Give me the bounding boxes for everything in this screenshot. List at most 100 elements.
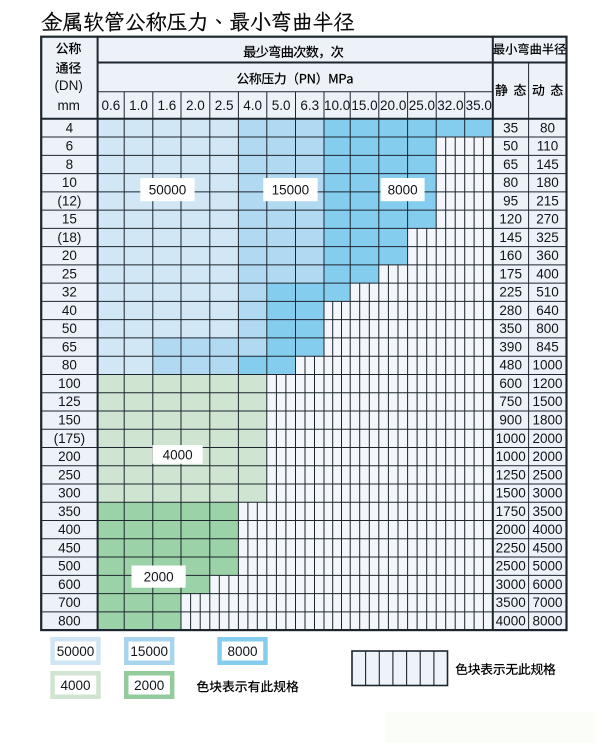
svg-text:25: 25 xyxy=(62,266,77,281)
svg-text:180: 180 xyxy=(536,175,559,190)
svg-text:80: 80 xyxy=(540,120,555,135)
svg-text:80: 80 xyxy=(503,175,518,190)
svg-text:800: 800 xyxy=(536,321,559,336)
svg-text:390: 390 xyxy=(499,339,522,354)
svg-text:400: 400 xyxy=(58,522,81,537)
svg-text:2000: 2000 xyxy=(496,522,526,537)
svg-text:35.0: 35.0 xyxy=(466,98,492,113)
svg-text:4: 4 xyxy=(66,120,74,135)
svg-text:270: 270 xyxy=(536,212,559,227)
svg-text:600: 600 xyxy=(58,577,81,592)
svg-text:15.0: 15.0 xyxy=(351,98,377,113)
svg-text:100: 100 xyxy=(58,376,81,391)
svg-text:1800: 1800 xyxy=(532,413,562,428)
svg-text:1.0: 1.0 xyxy=(129,98,148,113)
svg-text:6000: 6000 xyxy=(532,577,562,592)
svg-text:25.0: 25.0 xyxy=(409,98,435,113)
svg-text:35: 35 xyxy=(503,120,518,135)
svg-text:2500: 2500 xyxy=(496,559,526,574)
svg-text:500: 500 xyxy=(58,559,81,574)
svg-text:215: 215 xyxy=(536,193,559,208)
svg-text:280: 280 xyxy=(499,303,522,318)
svg-text:300: 300 xyxy=(58,486,81,501)
svg-text:110: 110 xyxy=(537,139,559,154)
svg-text:600: 600 xyxy=(499,376,522,391)
svg-text:4000: 4000 xyxy=(496,613,526,628)
svg-text:mm: mm xyxy=(57,98,80,113)
svg-text:2.5: 2.5 xyxy=(215,98,234,113)
svg-text:50000: 50000 xyxy=(149,182,187,197)
svg-text:1500: 1500 xyxy=(496,486,526,501)
svg-text:95: 95 xyxy=(503,193,518,208)
svg-text:225: 225 xyxy=(499,285,522,300)
svg-text:5000: 5000 xyxy=(532,559,562,574)
svg-text:3500: 3500 xyxy=(496,595,526,610)
svg-text:15: 15 xyxy=(62,212,77,227)
svg-text:2.0: 2.0 xyxy=(186,98,205,113)
svg-text:2000: 2000 xyxy=(144,569,174,584)
svg-text:480: 480 xyxy=(499,358,522,373)
svg-text:2000: 2000 xyxy=(532,431,562,446)
svg-text:0.6: 0.6 xyxy=(102,98,121,113)
svg-text:120: 120 xyxy=(499,212,522,227)
svg-text:1000: 1000 xyxy=(496,431,526,446)
svg-text:700: 700 xyxy=(58,595,81,610)
svg-text:250: 250 xyxy=(58,467,81,482)
svg-text:32.0: 32.0 xyxy=(437,98,463,113)
svg-text:1.6: 1.6 xyxy=(158,98,177,113)
svg-text:80: 80 xyxy=(62,358,77,373)
svg-text:50: 50 xyxy=(503,139,518,154)
svg-text:1000: 1000 xyxy=(496,449,526,464)
svg-text:(12): (12) xyxy=(57,193,81,208)
svg-text:450: 450 xyxy=(58,540,81,555)
svg-text:20.0: 20.0 xyxy=(380,98,406,113)
svg-text:200: 200 xyxy=(58,449,81,464)
svg-text:4.0: 4.0 xyxy=(243,98,262,113)
svg-text:(18): (18) xyxy=(57,230,81,245)
svg-text:4500: 4500 xyxy=(532,540,562,555)
svg-text:5.0: 5.0 xyxy=(272,98,291,113)
svg-text:50: 50 xyxy=(62,321,77,336)
svg-text:510: 510 xyxy=(536,285,559,300)
svg-text:150: 150 xyxy=(58,413,81,428)
svg-text:2000: 2000 xyxy=(532,449,562,464)
svg-text:(175): (175) xyxy=(54,431,86,446)
svg-text:125: 125 xyxy=(58,394,81,409)
svg-text:50000: 50000 xyxy=(57,644,95,659)
svg-text:32: 32 xyxy=(62,285,77,300)
svg-text:350: 350 xyxy=(58,504,81,519)
svg-text:10: 10 xyxy=(62,175,77,190)
svg-text:15000: 15000 xyxy=(130,644,168,659)
svg-text:4000: 4000 xyxy=(163,447,193,462)
svg-text:360: 360 xyxy=(536,248,559,263)
svg-text:15000: 15000 xyxy=(272,182,310,197)
svg-text:750: 750 xyxy=(499,394,522,409)
svg-text:400: 400 xyxy=(536,266,559,281)
svg-text:145: 145 xyxy=(499,230,522,245)
svg-text:4000: 4000 xyxy=(60,678,90,693)
svg-text:160: 160 xyxy=(499,248,522,263)
svg-text:3000: 3000 xyxy=(532,486,562,501)
svg-text:2000: 2000 xyxy=(134,678,164,693)
svg-text:65: 65 xyxy=(62,339,77,354)
svg-text:6: 6 xyxy=(66,139,74,154)
svg-text:7000: 7000 xyxy=(532,595,562,610)
svg-text:845: 845 xyxy=(536,339,559,354)
svg-text:145: 145 xyxy=(536,157,559,172)
svg-text:900: 900 xyxy=(499,413,522,428)
svg-text:8000: 8000 xyxy=(227,644,257,659)
svg-text:325: 325 xyxy=(536,230,559,245)
svg-text:65: 65 xyxy=(503,157,518,172)
svg-text:640: 640 xyxy=(536,303,559,318)
svg-text:4000: 4000 xyxy=(532,522,562,537)
svg-text:8000: 8000 xyxy=(532,613,562,628)
svg-text:1200: 1200 xyxy=(532,376,562,391)
svg-text:(DN): (DN) xyxy=(54,78,83,93)
svg-text:8000: 8000 xyxy=(388,182,418,197)
svg-text:175: 175 xyxy=(499,266,522,281)
svg-text:1250: 1250 xyxy=(496,467,526,482)
svg-text:2500: 2500 xyxy=(532,467,562,482)
svg-text:40: 40 xyxy=(62,303,77,318)
svg-text:1500: 1500 xyxy=(532,394,562,409)
svg-text:20: 20 xyxy=(62,248,77,263)
